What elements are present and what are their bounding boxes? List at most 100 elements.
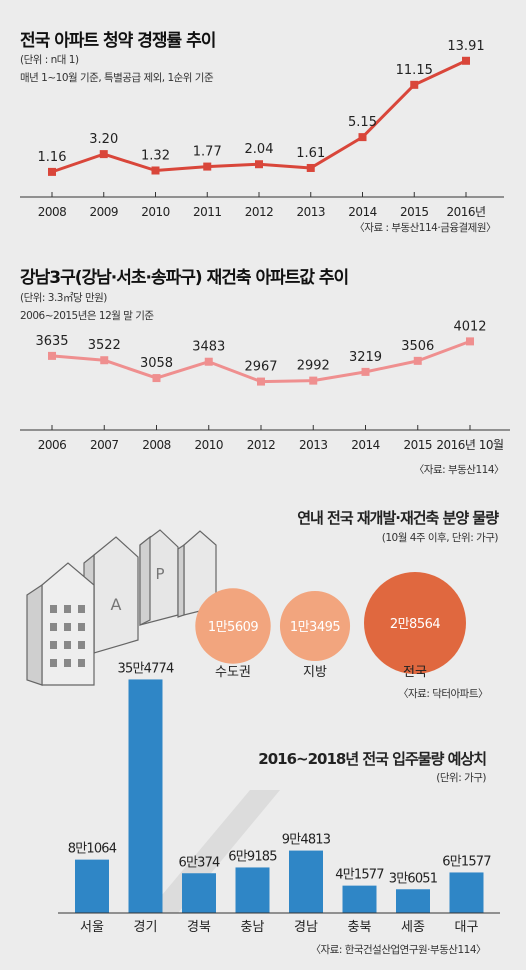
bar: [75, 859, 109, 913]
apt-letter-a: A: [111, 595, 122, 614]
bar: [342, 885, 377, 913]
bubble-category-label: 지방: [303, 665, 327, 680]
data-point: [48, 351, 56, 360]
apt-buildings-illustration: A P T: [26, 529, 217, 686]
data-label: 3483: [192, 340, 225, 355]
bubble-category-label: 수도권: [215, 665, 251, 680]
bubble-value-label: 2만8564: [390, 617, 441, 632]
bubble: [364, 572, 466, 674]
data-label: 3058: [140, 356, 173, 371]
data-label: 2967: [244, 360, 277, 375]
data-point: [309, 376, 318, 385]
bar-value-label: 35만4774: [118, 661, 175, 676]
data-point: [361, 367, 370, 376]
chart1-note: 매년 1~10월 기준, 특별공급 제외, 1순위 기준: [20, 72, 214, 84]
data-label: 5.15: [348, 115, 377, 130]
x-tick-label: 2011: [193, 205, 222, 219]
chart2-note: 2006~2015년은 12월 말 기준: [20, 310, 154, 322]
data-point: [255, 160, 263, 169]
bar-category-label: 경북: [187, 920, 211, 935]
bar-category-label: 대구: [455, 920, 479, 935]
chart3-source: 〈자료: 닥터아파트〉: [398, 688, 489, 700]
chart2-unit: (단위: 3.3㎡당 만원): [20, 292, 107, 304]
chart1-title: 전국 아파트 청약 경쟁률 추이: [20, 31, 216, 51]
bar-category-label: 경남: [294, 920, 318, 935]
data-label: 13.91: [447, 39, 484, 54]
data-point: [466, 337, 474, 346]
data-label: 1.16: [38, 150, 67, 165]
chart4-svg: 8만1064 서울 35만4774 경기 6만374 경북 6만9185 충남 9만4813 경남…: [58, 661, 500, 935]
data-label: 11.15: [396, 63, 433, 78]
chart1-source: 〈자료 : 부동산114·금융결제원〉: [354, 222, 496, 234]
chart2-source: 〈자료: 부동산114〉: [413, 464, 505, 476]
bar-value-label: 9만4813: [282, 833, 331, 848]
data-point: [306, 163, 315, 172]
bar: [235, 867, 270, 913]
data-label: 3506: [401, 339, 434, 354]
x-tick-label: 2014: [348, 205, 377, 219]
bar-category-label: 세종: [401, 920, 425, 935]
chart4-unit: (단위: 가구): [436, 772, 486, 784]
bar-value-label: 8만1064: [68, 842, 117, 857]
data-label: 3.20: [89, 132, 118, 147]
data-label: 1.61: [296, 146, 325, 161]
data-point: [152, 374, 161, 383]
data-label: 3635: [35, 334, 68, 349]
bar: [182, 873, 216, 913]
x-tick-label: 2010: [194, 438, 223, 452]
x-tick-label: 2008: [38, 205, 67, 219]
data-point: [257, 377, 265, 386]
data-label: 1.77: [193, 145, 222, 160]
x-tick-label: 2007: [90, 438, 119, 452]
bubble: [279, 590, 351, 662]
data-point: [204, 357, 213, 366]
bar-category-label: 충남: [241, 920, 265, 935]
chart3-svg: 1만5609 수도권 1만3495 지방 2만8564 전국: [195, 572, 466, 680]
chart3-title: 연내 전국 재개발·재건축 분양 물량: [297, 509, 499, 527]
bar-value-label: 6만374: [178, 855, 220, 870]
apt-letter-p: P: [155, 565, 164, 583]
data-point: [413, 356, 422, 365]
x-tick-label: 2014: [351, 438, 380, 452]
bar: [449, 872, 484, 913]
bubble-category-label: 전국: [403, 665, 427, 680]
bubble: [195, 588, 271, 664]
bar-value-label: 6만1577: [442, 854, 491, 869]
chart4-source: 〈자료: 한국건설산업연구원·부동산114〉: [310, 944, 487, 956]
x-tick-label: 2016년: [446, 205, 485, 219]
bar-category-label: 경기: [134, 920, 158, 935]
data-label: 2.04: [245, 142, 274, 157]
x-tick-label: 2013: [299, 438, 328, 452]
x-tick-label: 2013: [296, 205, 325, 219]
x-tick-label: 2010: [141, 205, 170, 219]
x-tick-label: 2012: [245, 205, 274, 219]
data-point: [48, 167, 56, 176]
bubble-value-label: 1만5609: [208, 620, 259, 635]
bar-value-label: 4만1577: [335, 868, 384, 883]
data-label: 4012: [453, 319, 486, 334]
bar: [289, 850, 323, 913]
bar: [128, 679, 163, 913]
x-tick-label: 2016년 10월: [436, 438, 503, 452]
chart4-title: 2016~2018년 전국 입주물량 예상치: [258, 750, 487, 768]
data-point: [151, 166, 160, 175]
bar: [396, 889, 430, 913]
x-tick-label: 2015: [400, 205, 429, 219]
chart1-unit: (단위 : n대 1): [20, 54, 79, 66]
chart2-svg: 2006 2007 2008 2010 2012 2013 2014 2015 2016년 10…: [20, 319, 510, 452]
bar-value-label: 6만9185: [228, 849, 277, 864]
data-point: [410, 80, 419, 89]
bar-value-label: 3만6051: [389, 871, 438, 886]
data-point: [99, 150, 108, 159]
data-point: [462, 56, 470, 65]
bar-category-label: 충북: [348, 920, 372, 935]
data-label: 3522: [88, 338, 121, 353]
data-label: 1.32: [141, 148, 170, 163]
data-point: [203, 162, 212, 171]
x-tick-label: 2015: [403, 438, 432, 452]
data-label: 2992: [297, 359, 330, 374]
bar-category-label: 서울: [80, 920, 104, 935]
x-tick-label: 2006: [38, 438, 67, 452]
chart2-title: 강남3구(강남·서초·송파구) 재건축 아파트값 추이: [20, 268, 349, 288]
